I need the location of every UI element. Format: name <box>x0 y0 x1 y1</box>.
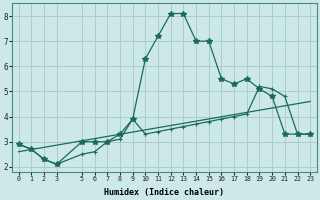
X-axis label: Humidex (Indice chaleur): Humidex (Indice chaleur) <box>104 188 224 197</box>
